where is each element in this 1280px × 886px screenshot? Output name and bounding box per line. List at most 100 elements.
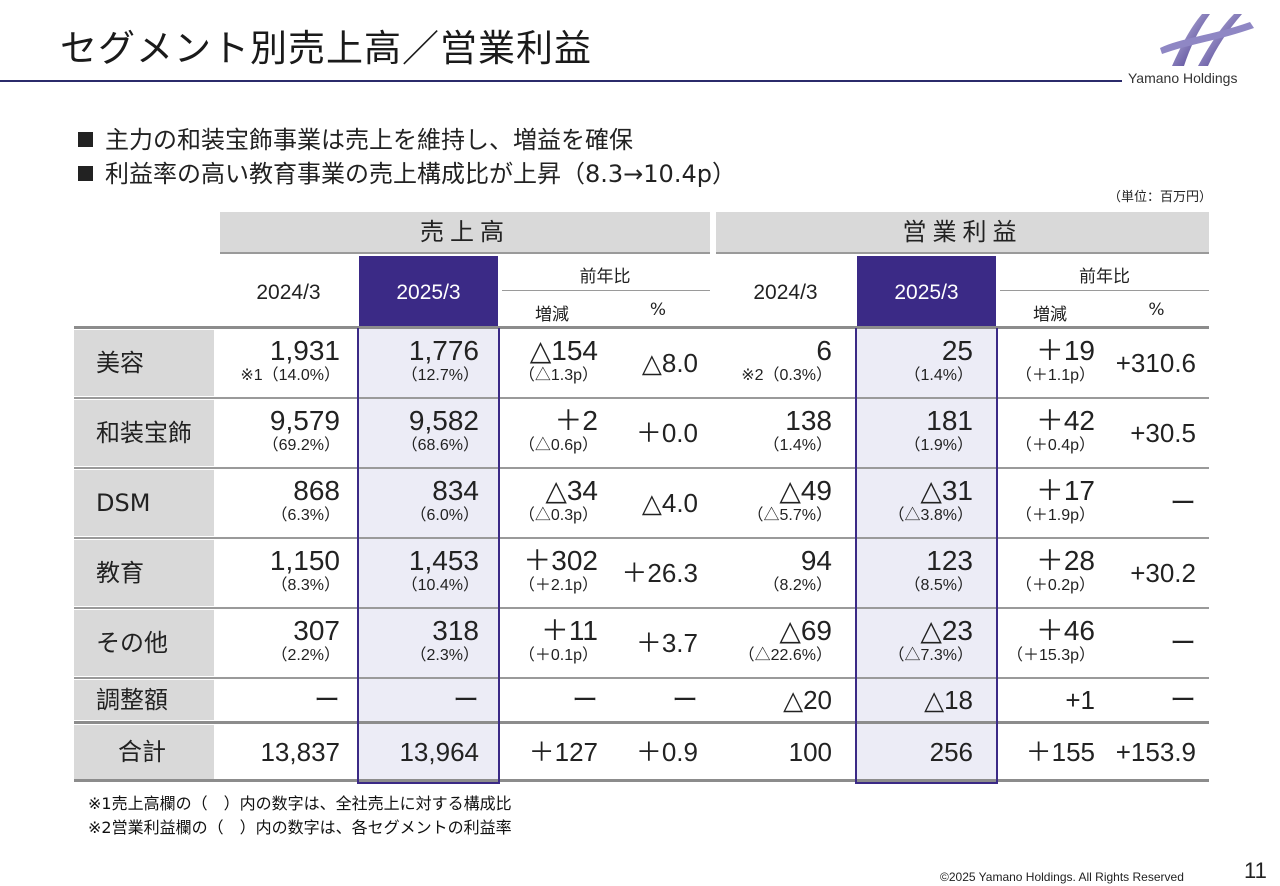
table-cell: 94 （8.2%） — [716, 546, 832, 596]
table-cell: ー — [1169, 628, 1196, 658]
cell-value: 1,931 — [269, 335, 340, 366]
table-cell: 9,582 （68.6%） — [359, 406, 479, 456]
table-cell: 181 （1.9%） — [857, 406, 973, 456]
table-cell: ＋26.3 — [621, 558, 698, 588]
cell-value: ＋19 — [1035, 335, 1095, 366]
year-prev-sales: 2024/3 — [256, 281, 321, 304]
cell-value: 138 — [785, 405, 832, 436]
table-cell: ＋17 （＋1.9p） — [1000, 476, 1095, 526]
cell-ratio: ※2（0.3%） — [741, 367, 832, 384]
cell-ratio: （△0.6p） — [518, 437, 598, 454]
table-cell: ＋28 （＋0.2p） — [1000, 546, 1095, 596]
rule — [1000, 290, 1209, 291]
table-cell: 1,776 （12.7%） — [359, 336, 479, 386]
cell-ratio: （＋1.1p） — [1015, 367, 1095, 384]
table-cell: ＋46 （＋15.3p） — [1000, 616, 1095, 666]
cell-ratio: ※1（14.0%） — [240, 367, 340, 384]
table-cell: △31 （△3.8%） — [857, 476, 973, 526]
table-cell: ー — [313, 685, 340, 715]
table-cell: ＋42 （＋0.4p） — [1000, 406, 1095, 456]
cell-ratio: （10.4%） — [401, 577, 479, 594]
cell-value: 123 — [926, 545, 973, 576]
yoy-label-sales: 前年比 — [579, 267, 631, 287]
cell-value: 307 — [293, 615, 340, 646]
cell-ratio: （12.7%） — [401, 367, 479, 384]
cell-value: △49 — [779, 475, 832, 506]
row-label: その他 — [74, 610, 214, 676]
diff-label-profit: 増減 — [1033, 305, 1067, 325]
diff-label-sales: 増減 — [535, 305, 569, 325]
table-cell: ＋155 — [1025, 737, 1095, 767]
year-cur-sales: 2025/3 — [359, 256, 498, 328]
row-label: DSM — [74, 470, 214, 536]
copyright: ©2025 Yamano Holdings. All Rights Reserv… — [940, 870, 1184, 884]
cell-ratio: （8.2%） — [763, 577, 832, 594]
cell-value: ＋2 — [554, 405, 598, 436]
table-cell: ー — [671, 685, 698, 715]
rule — [74, 397, 1209, 399]
rule — [220, 252, 710, 254]
cell-value: 6 — [816, 335, 832, 366]
table-cell: 1,453 （10.4%） — [359, 546, 479, 596]
cell-ratio: （1.4%） — [763, 437, 832, 454]
table-cell: 100 — [788, 737, 832, 767]
rule — [74, 326, 1209, 329]
cell-value: △154 — [529, 335, 598, 366]
table-cell: ＋0.0 — [635, 418, 698, 448]
table-cell: ー — [1169, 685, 1196, 715]
table-cell: ー — [1169, 488, 1196, 518]
table-cell: 13,964 — [399, 737, 479, 767]
table-cell: 256 — [929, 737, 973, 767]
year-cur-profit: 2025/3 — [857, 256, 996, 328]
row-label: 教育 — [74, 540, 214, 606]
cell-value: 318 — [432, 615, 479, 646]
cell-value: ＋11 — [540, 615, 598, 646]
bullet-point: 主力の和装宝飾事業は売上を維持し、増益を確保 — [78, 120, 633, 155]
logo-text: Yamano Holdings — [1128, 70, 1238, 86]
page-number: 11 — [1244, 858, 1267, 883]
rule — [502, 290, 710, 291]
cell-value: ＋302 — [523, 545, 598, 576]
table-cell: △49 （△5.7%） — [716, 476, 832, 526]
page-title: セグメント別売上高／営業利益 — [60, 27, 592, 70]
cell-value: 9,579 — [269, 405, 340, 436]
table-cell: +1 — [1065, 685, 1095, 715]
table-cell: 318 （2.3%） — [359, 616, 479, 666]
table-cell: 9,579 （69.2%） — [220, 406, 340, 456]
footnotes: ※1売上高欄の（ ）内の数字は、全社売上に対する構成比 ※2営業利益欄の（ ）内… — [88, 792, 512, 840]
cell-ratio: （6.3%） — [271, 507, 340, 524]
row-label: 和装宝飾 — [74, 400, 214, 466]
rule — [74, 779, 1209, 782]
rule — [74, 537, 1209, 539]
table-cell: 13,837 — [260, 737, 340, 767]
table-cell: ー — [452, 685, 479, 715]
cell-ratio: （8.5%） — [904, 577, 973, 594]
table-cell: 25 （1.4%） — [857, 336, 973, 386]
cell-value: 868 — [293, 475, 340, 506]
table-cell: 1,150 （8.3%） — [220, 546, 340, 596]
table-cell: 123 （8.5%） — [857, 546, 973, 596]
cell-ratio: （△22.6%） — [738, 647, 832, 664]
cell-value: 25 — [941, 335, 973, 366]
cell-ratio: （＋1.9p） — [1015, 507, 1095, 524]
cell-value: 181 — [926, 405, 973, 436]
cell-ratio: （△3.8%） — [888, 507, 973, 524]
cell-value: △31 — [920, 475, 973, 506]
rule — [74, 607, 1209, 609]
table-cell: ー — [571, 685, 598, 715]
table-cell: ＋2 （△0.6p） — [502, 406, 598, 456]
highlight-border-profit — [855, 328, 998, 784]
cell-value: △69 — [779, 615, 832, 646]
highlight-column-profit — [857, 328, 996, 784]
table-cell: △23 （△7.3%） — [857, 616, 973, 666]
cell-ratio: （△7.3%） — [888, 647, 973, 664]
table-cell: +30.5 — [1130, 418, 1196, 448]
table-cell: 868 （6.3%） — [220, 476, 340, 526]
cell-value: ＋28 — [1035, 545, 1095, 576]
cell-ratio: （69.2%） — [262, 437, 340, 454]
table-cell: ＋19 （＋1.1p） — [1000, 336, 1095, 386]
table-cell: 307 （2.2%） — [220, 616, 340, 666]
cell-value: △23 — [920, 615, 973, 646]
cell-ratio: （2.3%） — [410, 647, 479, 664]
table-cell: △8.0 — [641, 348, 698, 378]
